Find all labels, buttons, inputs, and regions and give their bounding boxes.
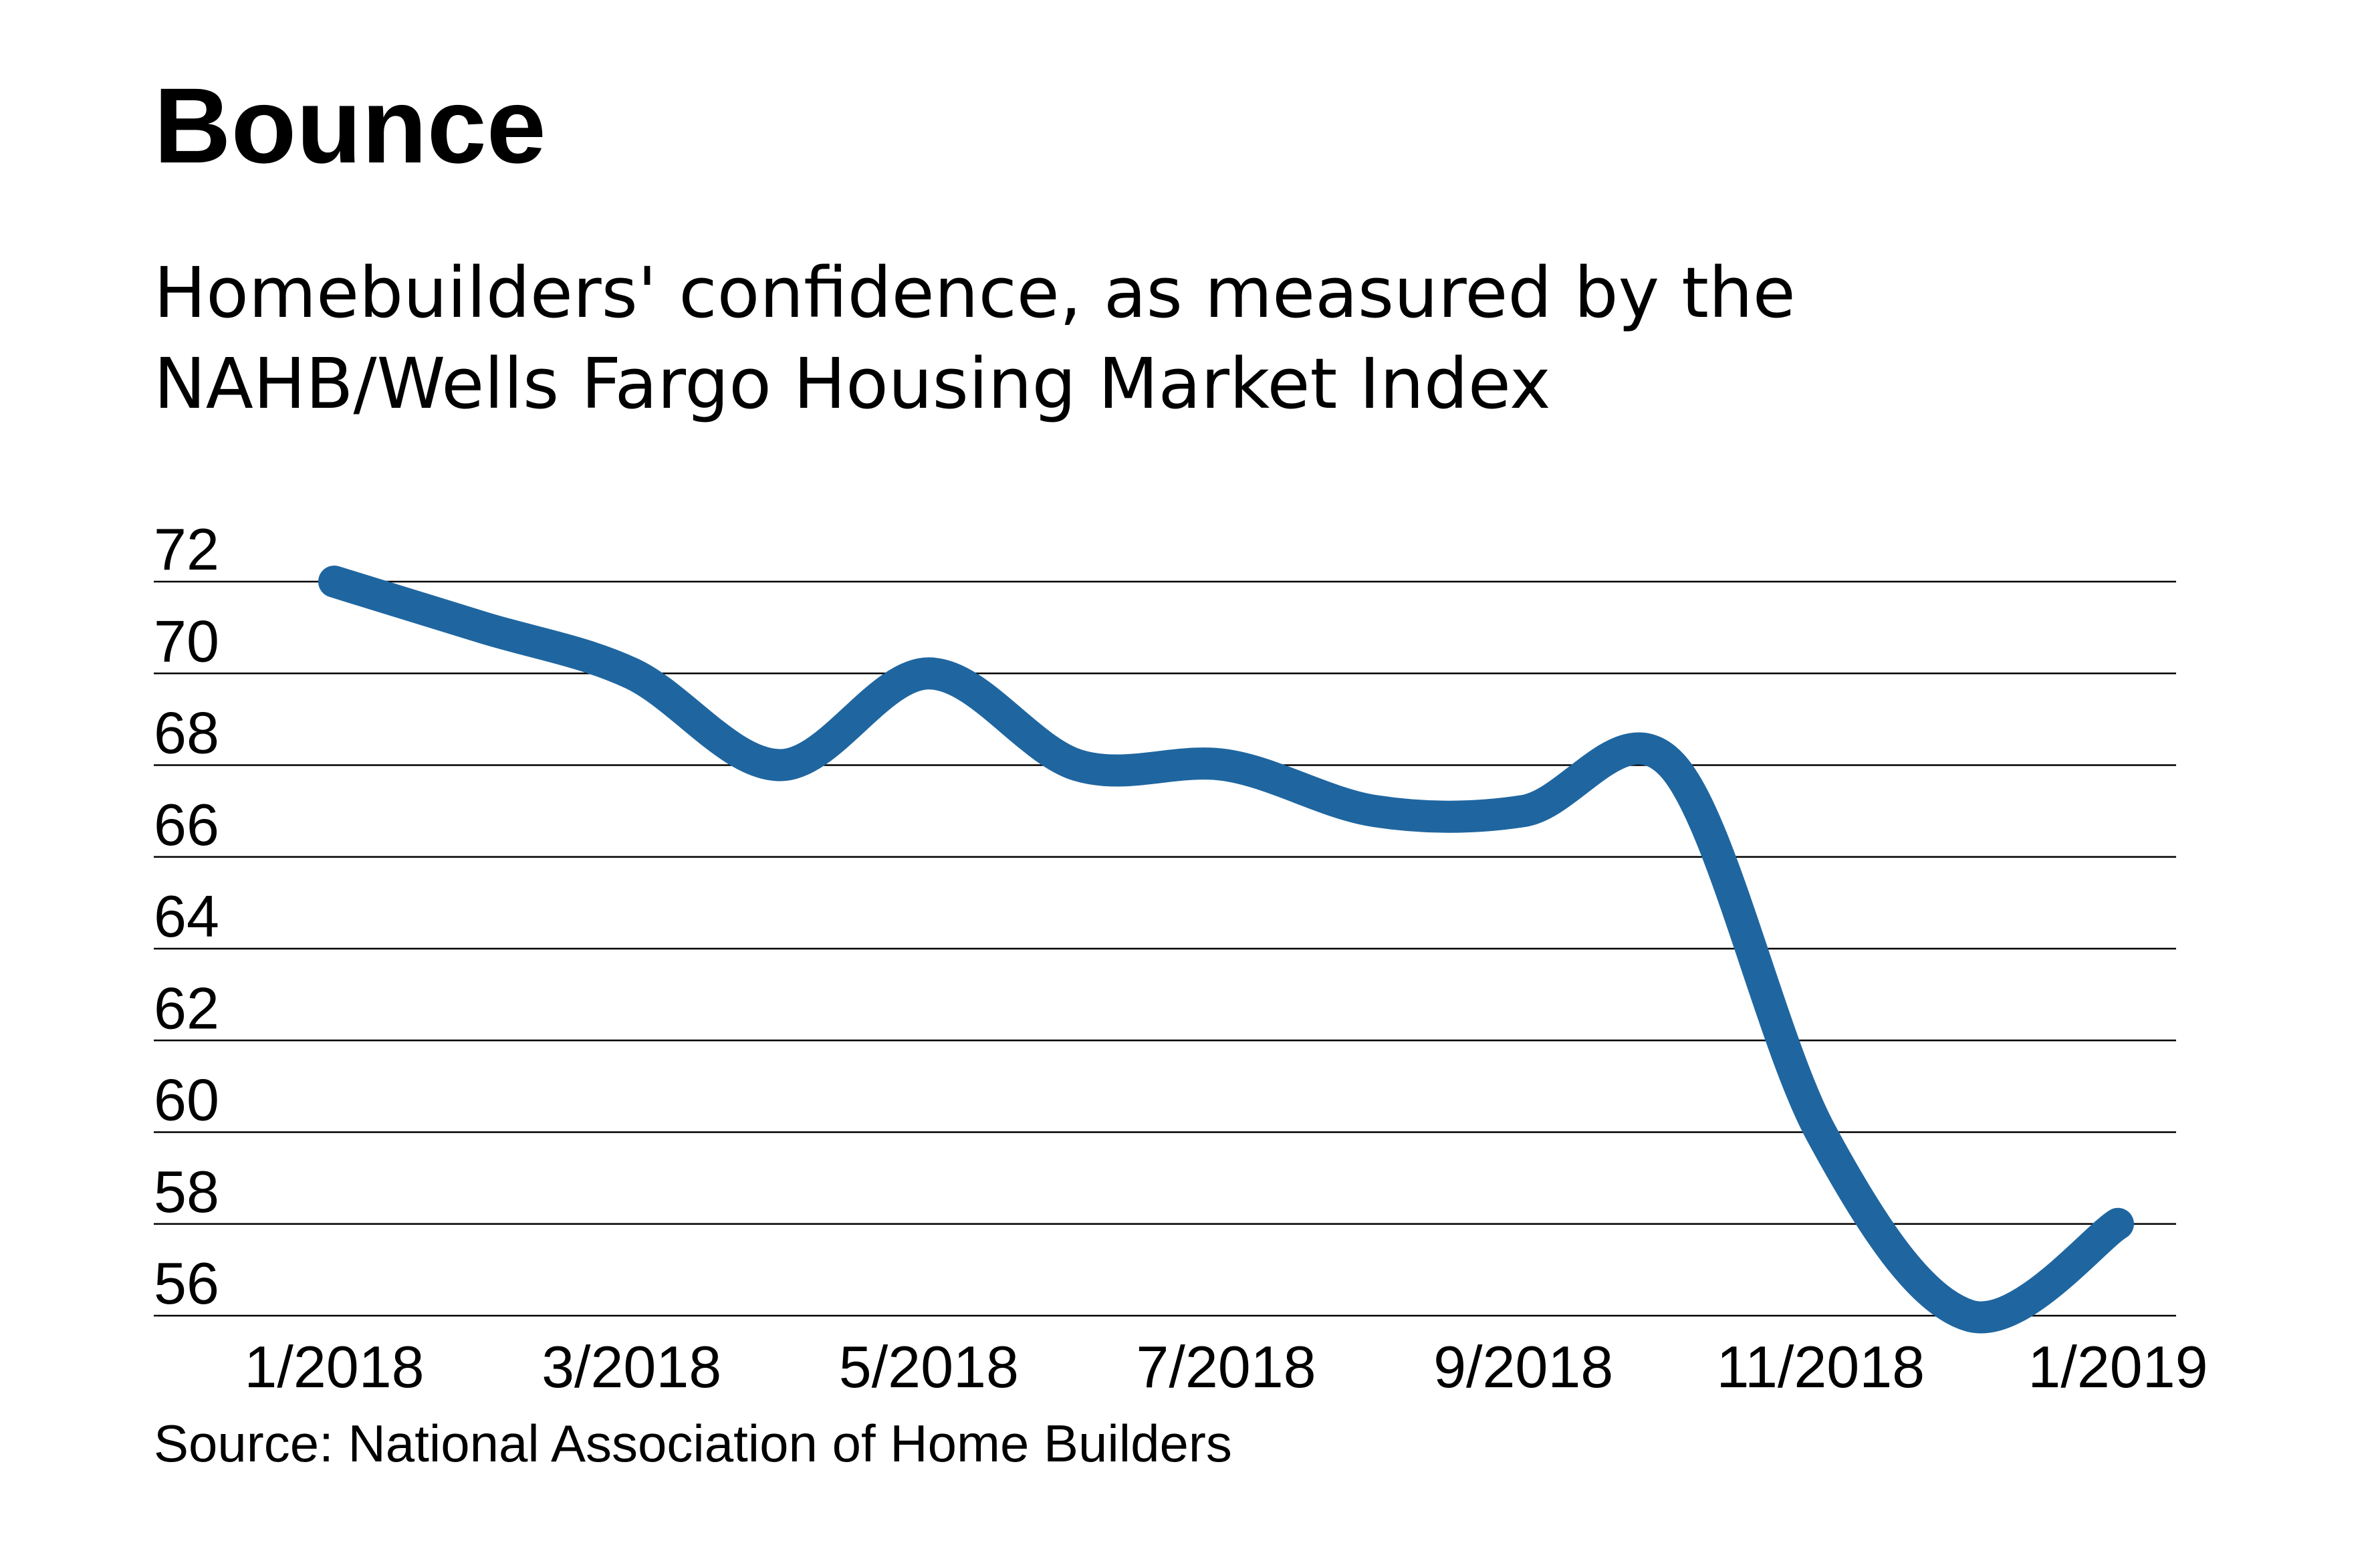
chart-subtitle: Homebuilders' confidence, as measured by…: [154, 247, 1796, 429]
series-line: [318, 566, 2134, 1334]
x-tick-label: 3/2018: [542, 1334, 721, 1400]
data-point: [2117, 1223, 2119, 1225]
series-layer: [318, 566, 2134, 1334]
data-point: [1225, 765, 1227, 766]
y-tick-label: 56: [154, 1250, 219, 1316]
data-point: [1374, 810, 1375, 812]
x-tick-label: 1/2018: [244, 1334, 424, 1400]
data-point: [1523, 810, 1524, 812]
chart-title: Bounce: [154, 66, 546, 185]
y-tick-label: 64: [154, 883, 219, 949]
y-tick-label: 70: [154, 608, 219, 674]
data-point: [780, 765, 781, 766]
x-axis-tick-labels: 1/2018 3/2018 5/2018 7/2018 9/2018 11/2018 1/2…: [244, 1334, 2208, 1400]
x-tick-label: 11/2018: [1717, 1334, 1925, 1400]
y-tick-label: 72: [154, 516, 219, 582]
y-tick-label: 66: [154, 792, 219, 858]
data-point: [1671, 765, 1673, 766]
chart-subtitle-line-2: NAHB/Wells Fargo Housing Market Index: [154, 343, 1551, 425]
gridlines: [154, 580, 2176, 1317]
y-axis-tick-labels: 72 70 68 66 64 62 60 58 56: [154, 516, 219, 1316]
x-tick-label: 5/2018: [839, 1334, 1019, 1400]
data-point: [1077, 765, 1078, 766]
data-point: [1820, 1132, 1821, 1133]
data-point: [631, 673, 632, 674]
y-tick-label: 62: [154, 975, 219, 1041]
source-note: Source: National Association of Home Bui…: [154, 1414, 1232, 1473]
x-tick-label: 1/2019: [2028, 1334, 2208, 1400]
x-tick-label: 7/2018: [1136, 1334, 1316, 1400]
chart-subtitle-line-1: Homebuilders' confidence, as measured by…: [154, 252, 1796, 334]
data-point: [482, 627, 483, 628]
data-point: [1969, 1315, 1970, 1316]
data-point: [334, 581, 335, 582]
data-point: [928, 673, 929, 674]
y-tick-label: 60: [154, 1067, 219, 1133]
y-tick-label: 68: [154, 700, 219, 766]
x-tick-label: 9/2018: [1433, 1334, 1613, 1400]
y-tick-label: 58: [154, 1159, 219, 1225]
